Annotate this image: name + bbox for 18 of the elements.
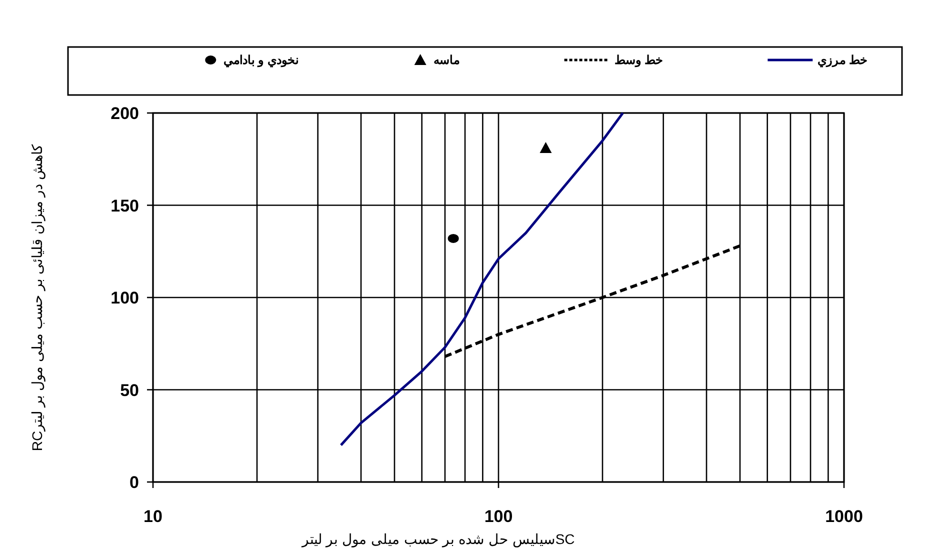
y-tick-label: 150: [110, 196, 139, 216]
x-tick-label: 100: [484, 507, 513, 526]
legend-item: خط مرزي: [768, 53, 867, 67]
x-tick-label: 10: [144, 507, 162, 526]
legend-label: نخودي و بادامي: [224, 53, 298, 68]
y-tick-label: 0: [130, 473, 139, 492]
legend-label: ماسه: [433, 53, 460, 67]
legend-item: ماسه: [414, 53, 460, 67]
legend-item: نخودي و بادامي: [205, 53, 298, 67]
legend-label: خط وسط: [614, 53, 663, 68]
y-tick-label: 200: [110, 104, 139, 123]
y-tick-label: 100: [110, 288, 139, 308]
legend-label: خط مرزي: [818, 53, 867, 68]
y-axis-title: کاهش در میزان قلیائی بر حسب میلی مول بر لیترRC: [29, 144, 46, 452]
x-tick-label: 1000: [825, 507, 863, 526]
y-tick-label: 50: [120, 380, 139, 400]
x-axis-title: سیلیس حل شده بر حسب میلی مول بر لیترSC: [301, 531, 575, 548]
legend-item: خط وسط: [564, 53, 663, 67]
